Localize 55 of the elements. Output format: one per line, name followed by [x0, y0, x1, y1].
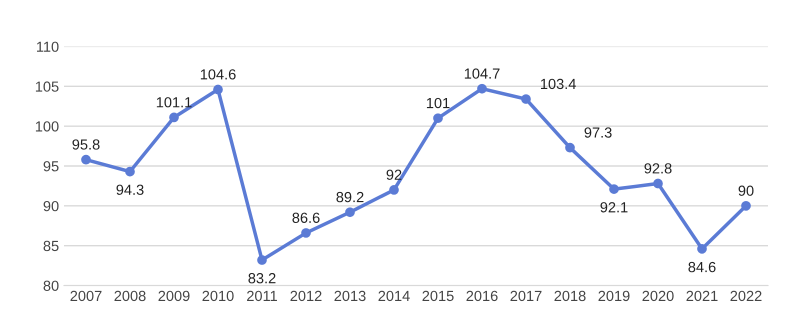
data-label: 92 — [386, 170, 402, 180]
point — [477, 84, 487, 94]
point — [81, 154, 91, 164]
data-label: 104.7 — [464, 68, 500, 79]
point — [697, 244, 707, 254]
x-tick-label: 2020 — [642, 290, 674, 302]
data-label: 94.3 — [116, 184, 144, 195]
data-label: 90 — [738, 186, 754, 196]
y-tick-label: 95 — [44, 161, 59, 172]
x-tick-label: 2015 — [422, 290, 454, 302]
point — [609, 184, 619, 194]
data-label: 95.8 — [72, 139, 100, 150]
data-label: 101.1 — [156, 97, 192, 108]
point — [389, 185, 399, 195]
point — [345, 207, 355, 218]
x-tick-label: 2010 — [202, 290, 234, 302]
data-label: 103.4 — [541, 78, 576, 90]
data-label: 92.8 — [644, 163, 672, 174]
point — [741, 200, 751, 211]
y-tick-label: 110 — [36, 42, 59, 52]
point — [169, 112, 179, 122]
point — [257, 255, 267, 265]
x-tick-label: 2009 — [158, 290, 190, 302]
x-tick-label: 2012 — [290, 290, 322, 302]
x-tick-label: 2019 — [598, 290, 630, 302]
x-tick-label: 2011 — [247, 290, 277, 302]
point — [213, 84, 223, 94]
y-tick-label: 90 — [44, 200, 59, 212]
data-label: 101 — [426, 98, 450, 108]
x-tick-label: 2021 — [686, 290, 718, 302]
data-label: 89.2 — [336, 192, 364, 202]
data-label: 104.6 — [200, 69, 236, 80]
data-label: 86.6 — [292, 212, 320, 223]
y-tick-label: 80 — [44, 280, 59, 291]
data-label: 92.1 — [600, 202, 628, 212]
x-tick-label: 2014 — [378, 290, 410, 302]
x-tick-label: 2008 — [114, 290, 146, 302]
x-tick-label: 2022 — [730, 290, 762, 302]
data-label: 97.3 — [584, 127, 612, 138]
y-tick-label: 100 — [36, 121, 59, 132]
y-tick-label: 105 — [36, 81, 59, 92]
x-tick-label: 2018 — [554, 290, 586, 302]
point — [565, 142, 575, 153]
point — [521, 94, 531, 104]
x-tick-label: 2016 — [466, 290, 498, 302]
point — [433, 113, 443, 124]
data-label: 83.2 — [248, 273, 276, 284]
data-label: 84.6 — [688, 262, 716, 272]
point — [125, 166, 135, 176]
x-tick-label: 2013 — [334, 290, 366, 302]
x-tick-label: 2007 — [70, 290, 102, 302]
point — [301, 228, 311, 238]
x-tick-label: 2017 — [510, 290, 542, 302]
point — [653, 178, 663, 188]
y-tick-label: 85 — [44, 240, 59, 252]
